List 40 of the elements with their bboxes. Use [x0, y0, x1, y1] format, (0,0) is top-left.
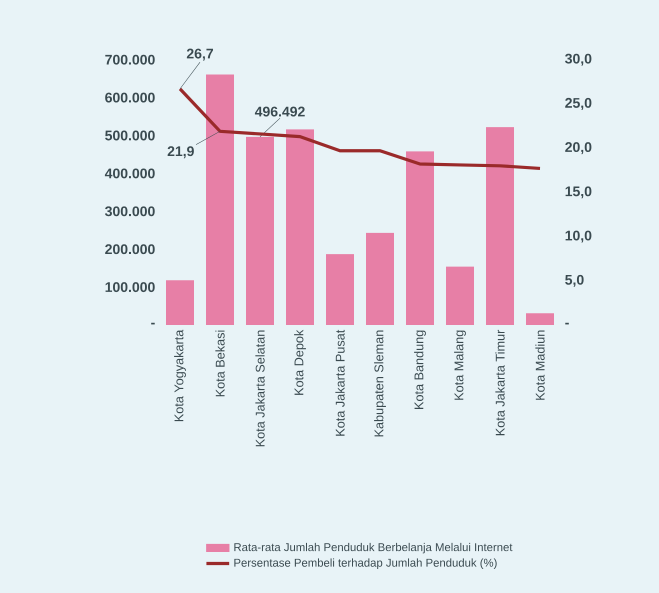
y2-tick-label: 25,0 [565, 98, 592, 110]
x-tick-label: Kota Bandung [414, 330, 426, 409]
y2-tick-label: 10,0 [566, 230, 592, 243]
bar [326, 254, 354, 325]
legend-label: Persentase Pembeli terhadap Jumlah Penduduk (%) [234, 558, 497, 569]
y-tick-label: 600.000 [105, 92, 155, 103]
x-tick-label: Kota Depok [294, 330, 306, 395]
data-label: 26,7 [186, 48, 214, 61]
y2-tick-label: 5,0 [565, 274, 584, 287]
y2-tick-label: 15,0 [566, 186, 592, 198]
bar [246, 136, 274, 325]
x-tick-label: Kota Madiun [535, 330, 545, 400]
x-tick-label: Kota Jakarta Selatan [255, 330, 265, 446]
x-tick-label: Kabupaten Sleman [374, 330, 386, 436]
x-tick-label: Kota Yogyakarta [174, 330, 186, 422]
data-label: 21,9 [168, 146, 194, 158]
y-tick-label: 700.000 [105, 54, 155, 65]
y-tick-label: - [151, 322, 155, 324]
bar [166, 280, 194, 325]
bar [526, 313, 554, 325]
x-tick-label: Kota Malang [454, 330, 466, 400]
bar [446, 266, 474, 325]
x-tick-label: Kota Bekasi [215, 330, 225, 396]
y2-tick-label: 30,0 [565, 54, 592, 66]
bar [486, 127, 514, 325]
y2-tick-label: - [565, 322, 569, 324]
y-tick-label: 500.000 [105, 130, 155, 140]
legend-label: Rata-rata Jumlah Penduduk Berbelanja Melalui Internet [234, 542, 512, 554]
y-tick-label: 400.000 [104, 168, 155, 178]
x-tick-label: Kota Jakarta Timur [495, 330, 505, 436]
bar [366, 232, 394, 325]
y2-tick-label: 20,0 [565, 142, 592, 154]
bar [406, 151, 434, 325]
y-tick-label: 100.000 [106, 282, 155, 292]
data-label: 496.492 [254, 106, 305, 117]
x-tick-label: Kota Jakarta Pusat [335, 330, 345, 436]
bar [286, 129, 314, 325]
y-tick-label: 200.000 [105, 244, 155, 254]
y-tick-label: 300.000 [105, 206, 155, 216]
bar [206, 74, 234, 325]
